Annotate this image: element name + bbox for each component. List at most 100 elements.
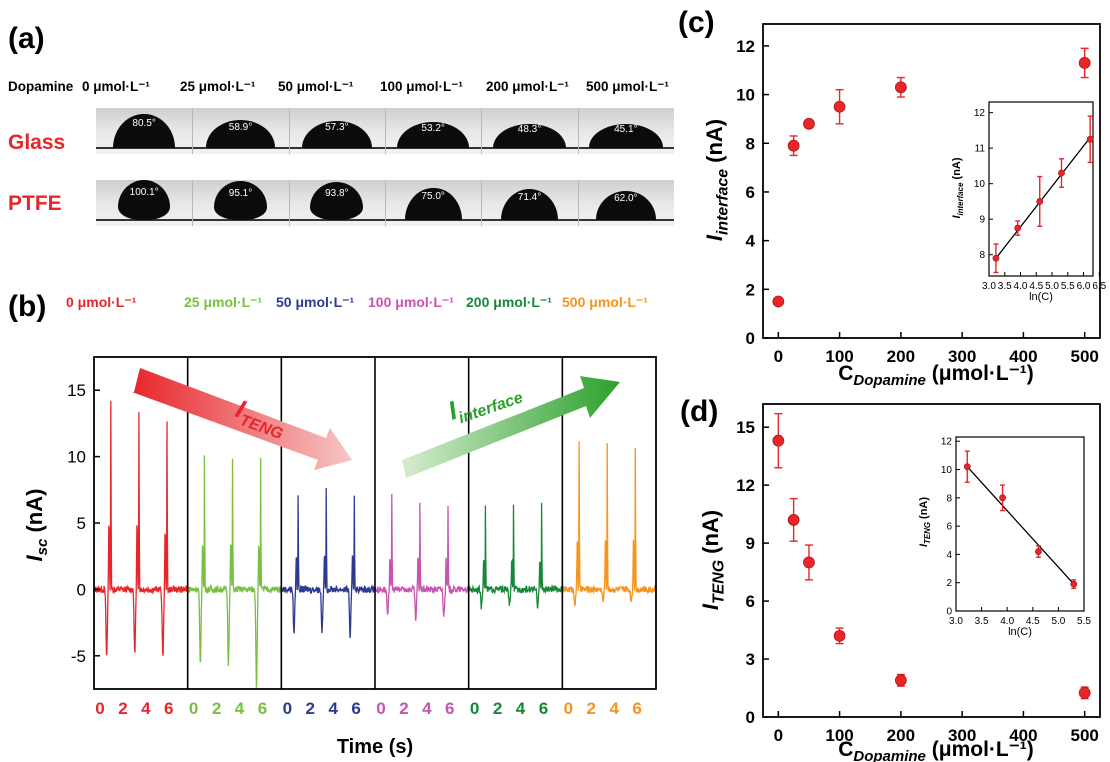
data-point bbox=[1086, 135, 1094, 143]
data-point bbox=[1036, 198, 1044, 205]
contact-angle-label: 45.1° bbox=[614, 124, 638, 136]
y-tick-label: 8 bbox=[979, 250, 985, 261]
series-name-label: 200 μmol·L⁻¹ bbox=[466, 294, 552, 310]
data-point bbox=[787, 514, 800, 526]
image-cell-divider bbox=[288, 108, 290, 154]
contact-angle-label: 57.3° bbox=[325, 122, 349, 134]
y-label-symbol: I bbox=[951, 215, 963, 219]
x-tick-label: 2 bbox=[212, 699, 221, 718]
inset-x-axis-label: ln(C) bbox=[1029, 291, 1053, 303]
y-tick-label: 3 bbox=[746, 650, 755, 669]
plot-frame bbox=[955, 436, 1085, 612]
x-tick-label: 5.5 bbox=[1077, 616, 1091, 627]
inset-y-axis-label: Iinterface (nA) bbox=[951, 157, 965, 218]
x-tick-label: 4 bbox=[422, 699, 432, 718]
x-tick-label: 0 bbox=[283, 699, 292, 718]
x-label-symbol: C bbox=[838, 738, 853, 761]
image-cell-divider bbox=[577, 180, 579, 226]
x-tick-label: 6 bbox=[539, 699, 548, 718]
isc-trace bbox=[93, 400, 189, 656]
isc-trace bbox=[561, 441, 657, 607]
x-tick-label: 2 bbox=[493, 699, 502, 718]
contact-angle-label: 62.0° bbox=[614, 193, 638, 205]
contact-angle-label: 71.4° bbox=[517, 191, 542, 203]
x-axis-label: CDopamine (μmol·L⁻¹) bbox=[838, 362, 1034, 389]
y-tick-label: 8 bbox=[746, 134, 755, 153]
x-tick-label: 0 bbox=[564, 699, 573, 718]
y-tick-label: 10 bbox=[736, 86, 755, 105]
contact-angle-label: 75.0° bbox=[421, 191, 445, 203]
data-point bbox=[992, 254, 1000, 262]
data-point bbox=[833, 100, 846, 113]
ptfe-droplet-strip: 100.1° 95.1° 93.8° 75.0° 71.4° 62.0° bbox=[96, 180, 674, 226]
teng-decrease-arrow bbox=[132, 368, 352, 470]
data-point bbox=[894, 81, 907, 94]
panel-c-label: (c) bbox=[678, 6, 715, 39]
panel-a-label: (a) bbox=[8, 22, 45, 55]
image-cell-divider bbox=[288, 180, 290, 226]
x-label-unit: (μmol·L⁻¹) bbox=[926, 362, 1034, 385]
x-tick-label: 500 bbox=[1070, 726, 1098, 745]
water-droplet bbox=[214, 181, 267, 220]
plot-frame bbox=[988, 101, 1094, 277]
x-tick-label: 3.0 bbox=[982, 281, 996, 292]
y-tick-label: 12 bbox=[974, 108, 986, 119]
inset-y-axis-label: ITENG (nA) bbox=[918, 497, 932, 547]
x-label-symbol: C bbox=[838, 362, 853, 385]
x-tick-label: 4 bbox=[609, 699, 619, 718]
y-label-unit: (nA) bbox=[22, 489, 47, 539]
data-point bbox=[1078, 686, 1091, 699]
series-name-label: 100 μmol·L⁻¹ bbox=[368, 294, 454, 310]
y-label-unit: (nA) bbox=[698, 510, 723, 560]
y-tick-label: 9 bbox=[979, 215, 985, 226]
linear-fit-line bbox=[995, 137, 1091, 259]
x-tick-label: 2 bbox=[399, 699, 408, 718]
chart-c-interface-current: 0 100 200 300 400 500 0 2 4 6 8 10 12 Iinterface (nA)… bbox=[702, 23, 1107, 389]
x-tick-label: 4 bbox=[141, 699, 151, 718]
contact-angle-label: 80.5° bbox=[132, 118, 156, 130]
x-tick-label: 300 bbox=[948, 347, 976, 366]
y-tick-label: 5 bbox=[77, 514, 86, 533]
x-tick-label: 0 bbox=[470, 699, 479, 718]
contact-angle-label: 100.1° bbox=[129, 187, 159, 198]
y-tick-label: 12 bbox=[736, 476, 755, 495]
panel-b-label: (b) bbox=[8, 290, 47, 323]
water-droplet bbox=[310, 181, 364, 220]
x-tick-label: 6.5 bbox=[1092, 281, 1106, 292]
water-droplet bbox=[118, 180, 171, 220]
data-point bbox=[1014, 224, 1022, 232]
isc-trace bbox=[374, 493, 470, 621]
x-tick-label: 6 bbox=[445, 699, 454, 718]
plot-frame bbox=[762, 23, 1101, 339]
image-cell-divider bbox=[192, 180, 194, 226]
y-label-subscript: interface bbox=[715, 169, 732, 235]
x-tick-label: 0 bbox=[774, 726, 783, 745]
y-tick-label: 0 bbox=[946, 607, 952, 618]
y-tick-label: 10 bbox=[67, 448, 86, 467]
panel-d-label: (d) bbox=[680, 395, 719, 428]
y-tick-label: 4 bbox=[746, 232, 756, 251]
isc-trace bbox=[468, 502, 563, 610]
y-tick-label: 15 bbox=[67, 381, 86, 400]
x-tick-label: 100 bbox=[825, 347, 853, 366]
data-point bbox=[803, 117, 815, 130]
y-label-subscript: TENG bbox=[711, 560, 728, 604]
x-tick-label: 300 bbox=[948, 726, 976, 745]
data-point bbox=[963, 463, 971, 471]
x-tick-label: 4.5 bbox=[1029, 281, 1043, 292]
x-tick-label: 0 bbox=[95, 699, 104, 718]
contact-angle-label: 95.1° bbox=[228, 187, 253, 199]
y-label-unit: (nA) bbox=[702, 119, 727, 169]
y-label-symbol: I bbox=[698, 603, 723, 610]
x-tick-label: 3.0 bbox=[949, 616, 963, 627]
row-label-ptfe: PTFE bbox=[8, 192, 62, 215]
x-tick-label: 6 bbox=[258, 699, 267, 718]
y-tick-label: 10 bbox=[941, 465, 953, 476]
y-label-symbol: I bbox=[702, 234, 727, 241]
x-tick-label: 400 bbox=[1009, 726, 1037, 745]
data-point bbox=[772, 295, 785, 308]
x-tick-label: 4.0 bbox=[1000, 616, 1014, 627]
image-cell-divider bbox=[481, 180, 483, 226]
x-tick-label: 2 bbox=[118, 699, 127, 718]
